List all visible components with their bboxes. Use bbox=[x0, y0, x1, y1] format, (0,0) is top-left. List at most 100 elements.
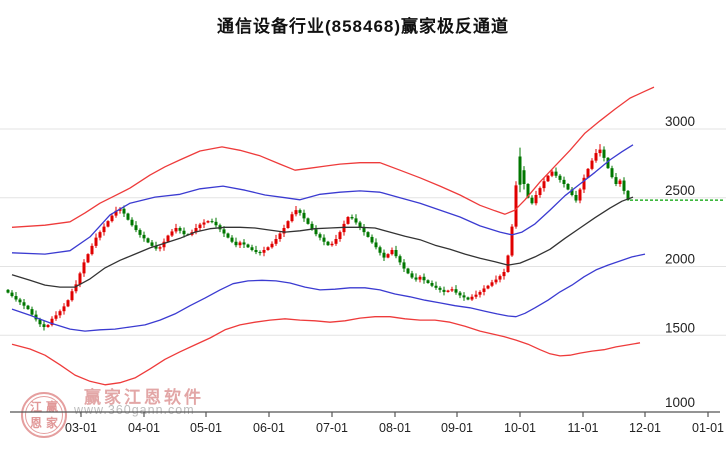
candle-body bbox=[506, 255, 510, 272]
candle-body bbox=[430, 283, 434, 286]
candle-body bbox=[538, 188, 542, 195]
candle-body bbox=[598, 149, 602, 154]
candle-body bbox=[62, 306, 66, 312]
candle-body bbox=[250, 247, 254, 250]
candle-body bbox=[10, 292, 14, 297]
seal-char: 江 bbox=[29, 400, 42, 414]
candle-body bbox=[554, 171, 558, 176]
candle-body bbox=[398, 256, 402, 263]
candle-body bbox=[558, 175, 562, 180]
candle-body bbox=[30, 309, 34, 315]
candle-body bbox=[518, 156, 522, 185]
candle-body bbox=[326, 241, 330, 246]
candle-body bbox=[462, 295, 466, 298]
candle-body bbox=[354, 218, 358, 223]
candle-body bbox=[582, 177, 586, 190]
candle-body bbox=[446, 290, 450, 292]
y-axis-label: 1500 bbox=[665, 320, 695, 335]
candle-body bbox=[314, 229, 318, 235]
candle-body bbox=[470, 296, 474, 300]
candle-body bbox=[26, 305, 30, 310]
candle-body bbox=[330, 243, 334, 246]
candlesticks bbox=[6, 144, 630, 331]
candle-body bbox=[134, 225, 138, 231]
candle-body bbox=[382, 252, 386, 258]
candle-body bbox=[570, 189, 574, 195]
candle-body bbox=[214, 221, 218, 226]
candle-body bbox=[606, 157, 610, 169]
x-axis-label: 03-01 bbox=[65, 421, 97, 435]
candle-body bbox=[142, 234, 146, 239]
candle-body bbox=[482, 288, 486, 292]
channel-line-inner-lower-blue bbox=[11, 253, 646, 332]
candle-body bbox=[610, 168, 614, 178]
candle-body bbox=[374, 242, 378, 248]
watermark-brand-text: 赢家江恩软件 bbox=[84, 388, 204, 407]
x-axis-label: 05-01 bbox=[190, 421, 222, 435]
candle-body bbox=[146, 238, 150, 243]
candle-body bbox=[178, 228, 182, 231]
candle-body bbox=[270, 243, 274, 248]
candle-body bbox=[194, 228, 198, 233]
candle-body bbox=[386, 254, 390, 258]
candle-body bbox=[274, 239, 278, 244]
candle-body bbox=[234, 241, 238, 246]
candle-body bbox=[522, 170, 526, 184]
x-axis-label: 12-01 bbox=[629, 421, 661, 435]
candle-body bbox=[458, 292, 462, 296]
candle-body bbox=[302, 212, 306, 219]
candle-body bbox=[290, 214, 294, 222]
candle-body bbox=[102, 226, 106, 233]
x-axis-label: 10-01 bbox=[504, 421, 536, 435]
x-axis-label: 08-01 bbox=[379, 421, 411, 435]
candle-body bbox=[618, 180, 622, 184]
candle-body bbox=[222, 229, 226, 234]
candle-body bbox=[502, 272, 506, 277]
candle-body bbox=[122, 208, 126, 214]
candle-body bbox=[310, 223, 314, 230]
candle-body bbox=[226, 233, 230, 238]
candle-body bbox=[622, 180, 626, 191]
x-axis-label: 11-01 bbox=[567, 421, 598, 435]
candle-body bbox=[414, 277, 418, 280]
candle-body bbox=[594, 153, 598, 161]
candle-body bbox=[450, 289, 454, 291]
candle-body bbox=[366, 232, 370, 237]
candle-body bbox=[182, 230, 186, 235]
y-axis-label: 1000 bbox=[665, 395, 695, 410]
candle-body bbox=[198, 224, 202, 228]
watermark-seal-characters: 江 赢 恩 家 bbox=[25, 396, 63, 434]
candle-body bbox=[378, 247, 382, 253]
candle-body bbox=[254, 250, 258, 253]
candle-body bbox=[6, 289, 10, 293]
y-axis-label: 3000 bbox=[665, 114, 695, 129]
candle-body bbox=[54, 315, 58, 319]
candle-body bbox=[298, 210, 302, 213]
candle-body bbox=[210, 221, 214, 223]
candle-body bbox=[566, 184, 570, 190]
y-axis-label: 2000 bbox=[665, 252, 695, 267]
channel-lines bbox=[11, 86, 655, 386]
candle-body bbox=[174, 228, 178, 232]
candle-body bbox=[410, 273, 414, 278]
watermark-url-text: www.360gann.com bbox=[74, 403, 195, 417]
candle-body bbox=[590, 160, 594, 169]
candle-body bbox=[278, 233, 282, 239]
candle-body bbox=[358, 222, 362, 228]
candle-body bbox=[46, 324, 50, 327]
x-axis-label: 04-01 bbox=[128, 421, 160, 435]
candle-body bbox=[242, 242, 246, 245]
candle-body bbox=[422, 276, 426, 281]
candle-body bbox=[402, 262, 406, 269]
candle-body bbox=[66, 300, 70, 307]
candle-body bbox=[546, 175, 550, 182]
x-axis: 03-01 04-01 05-01 06-01 07-01 08-01 09-01 10-01… bbox=[10, 411, 724, 435]
watermark-seal: 江 赢 恩 家 bbox=[21, 392, 67, 438]
candle-body bbox=[238, 242, 242, 246]
candle-body bbox=[346, 217, 350, 224]
candle-body bbox=[106, 221, 110, 227]
candle-body bbox=[586, 168, 590, 178]
candle-body bbox=[534, 195, 538, 204]
